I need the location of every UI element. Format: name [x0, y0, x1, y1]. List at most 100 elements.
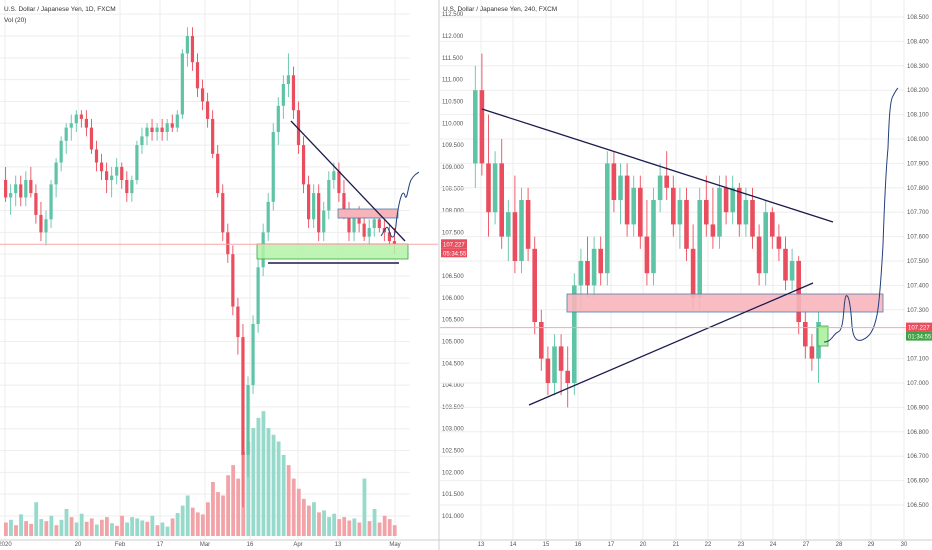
- daily-candle-body: [281, 84, 285, 106]
- daily-candle-body: [276, 105, 280, 132]
- daily-volume-bar: [216, 492, 220, 536]
- four-hour-projected-candle[interactable]: [817, 325, 829, 347]
- four-hour-candle-body: [618, 175, 623, 200]
- daily-candle-body: [291, 75, 296, 111]
- daily-candle-body: [49, 184, 53, 220]
- daily-candle-body: [165, 123, 169, 132]
- daily-volume-bar: [246, 441, 251, 536]
- four-hour-ascending-trendline[interactable]: [528, 282, 814, 406]
- daily-volume-bar: [19, 514, 23, 536]
- four-hour-candle-body: [690, 248, 696, 298]
- four-hour-candle: [479, 53, 485, 176]
- four-hour-candle-body: [803, 322, 808, 347]
- daily-candle-body: [362, 223, 366, 237]
- daily-volume-bar: [120, 515, 124, 536]
- daily-volume-bar: [9, 519, 13, 536]
- daily-candle-body: [120, 166, 124, 180]
- four-hour-time-axis[interactable]: 13 14 15 16 17 20 21 22 23 24 27 28 29 30: [440, 539, 932, 548]
- four-hour-time-tick: 27: [803, 542, 810, 548]
- four-hour-candle-body: [664, 175, 669, 188]
- daily-volume-bar: [135, 518, 140, 536]
- daily-candle: [160, 118, 164, 141]
- daily-price-scale[interactable]: 112.500 112.000 111.500 111.000 110.500 110.0…: [0, 12, 467, 520]
- daily-price-tick: 105.500: [442, 318, 464, 324]
- four-hour-candle: [809, 334, 815, 371]
- daily-volume-bars: [4, 411, 397, 536]
- daily-candle-body: [69, 123, 73, 128]
- daily-volume-bar: [322, 510, 326, 536]
- daily-projection-path[interactable]: [380, 171, 420, 238]
- four-hour-resistance-zone[interactable]: [566, 293, 884, 313]
- daily-descending-trendline[interactable]: [290, 120, 406, 242]
- four-hour-time-tick: 15: [543, 542, 550, 548]
- four-hour-candle-body: [492, 163, 498, 213]
- four-hour-candle-body: [631, 187, 636, 225]
- daily-candle: [281, 75, 285, 119]
- daily-volume-bar: [372, 509, 377, 536]
- four-hour-candle: [697, 187, 702, 310]
- four-hour-candle: [677, 187, 683, 249]
- daily-volume-bar: [206, 502, 210, 536]
- daily-chart-pane[interactable]: 112.500 112.000 111.500 111.000 110.500 110.0…: [0, 0, 467, 548]
- daily-candle: [79, 110, 83, 128]
- four-hour-candle-body: [809, 346, 815, 359]
- daily-candle: [195, 53, 200, 98]
- daily-candle-body: [322, 210, 326, 233]
- daily-candle: [372, 214, 376, 237]
- four-hour-candle: [506, 200, 511, 261]
- daily-candle: [115, 158, 119, 185]
- daily-price-tick: 104.500: [442, 361, 464, 367]
- daily-candle: [155, 123, 159, 141]
- daily-candle-body: [59, 140, 63, 163]
- four-hour-price-tick: 107.300: [907, 308, 929, 314]
- four-hour-price-tick: 107.500: [907, 259, 929, 265]
- four-hour-chart-pane[interactable]: 108.500 108.400 108.300 108.200 108.100 108.0…: [440, 0, 932, 548]
- four-hour-time-tick: 17: [608, 542, 615, 548]
- daily-candle-body: [392, 241, 397, 245]
- daily-price-tick: 109.000: [442, 165, 464, 171]
- four-hour-candle-body: [704, 200, 709, 225]
- daily-candle-body: [94, 149, 99, 163]
- daily-volume-bar: [175, 513, 180, 536]
- daily-support-zone[interactable]: [256, 243, 409, 260]
- daily-time-tick: 17: [157, 542, 164, 548]
- daily-candle: [251, 315, 255, 394]
- daily-time-tick: Mar: [200, 542, 210, 548]
- daily-candle: [125, 171, 129, 202]
- daily-price-badge-text: 107.227: [443, 242, 465, 248]
- four-hour-candle-body: [737, 187, 742, 225]
- four-hour-time-tick: 14: [510, 542, 517, 548]
- four-hour-price-tick: 106.700: [907, 454, 929, 460]
- daily-resistance-zone[interactable]: [337, 208, 399, 219]
- daily-candle-body: [387, 232, 391, 242]
- daily-candle-body: [44, 219, 48, 233]
- four-hour-projection-path[interactable]: [823, 87, 899, 343]
- four-hour-price-scale[interactable]: 108.500 108.400 108.300 108.200 108.100 108.0…: [440, 15, 932, 509]
- daily-candle-body: [39, 214, 43, 233]
- four-hour-candle-body: [697, 200, 702, 298]
- daily-volume-bar: [256, 417, 261, 536]
- daily-candle: [307, 175, 311, 228]
- daily-candle: [19, 175, 23, 207]
- daily-candle: [180, 49, 184, 119]
- daily-volume-bar: [74, 522, 79, 536]
- daily-candle-body: [367, 228, 371, 237]
- daily-candle: [266, 193, 270, 242]
- daily-candle: [362, 214, 366, 242]
- volume-indicator-label: Vol (20): [4, 17, 26, 24]
- daily-volume-bar: [317, 512, 321, 536]
- daily-time-axis[interactable]: 202020Feb17Mar16Apr13May: [0, 539, 440, 548]
- daily-candle: [322, 201, 326, 242]
- daily-candle-body: [64, 127, 68, 141]
- four-hour-candle-body: [763, 212, 768, 274]
- four-hour-candle-body: [783, 248, 788, 281]
- daily-candle-body: [99, 162, 104, 172]
- four-hour-candle-body: [789, 261, 795, 281]
- four-hour-chart-drawings[interactable]: [481, 87, 899, 406]
- daily-candle: [200, 79, 205, 111]
- four-hour-candle-body: [657, 175, 663, 200]
- daily-candle-body: [211, 118, 215, 154]
- four-hour-candle-body: [677, 200, 683, 225]
- four-hour-descending-trendline[interactable]: [481, 108, 834, 223]
- daily-time-tick: May: [389, 542, 400, 548]
